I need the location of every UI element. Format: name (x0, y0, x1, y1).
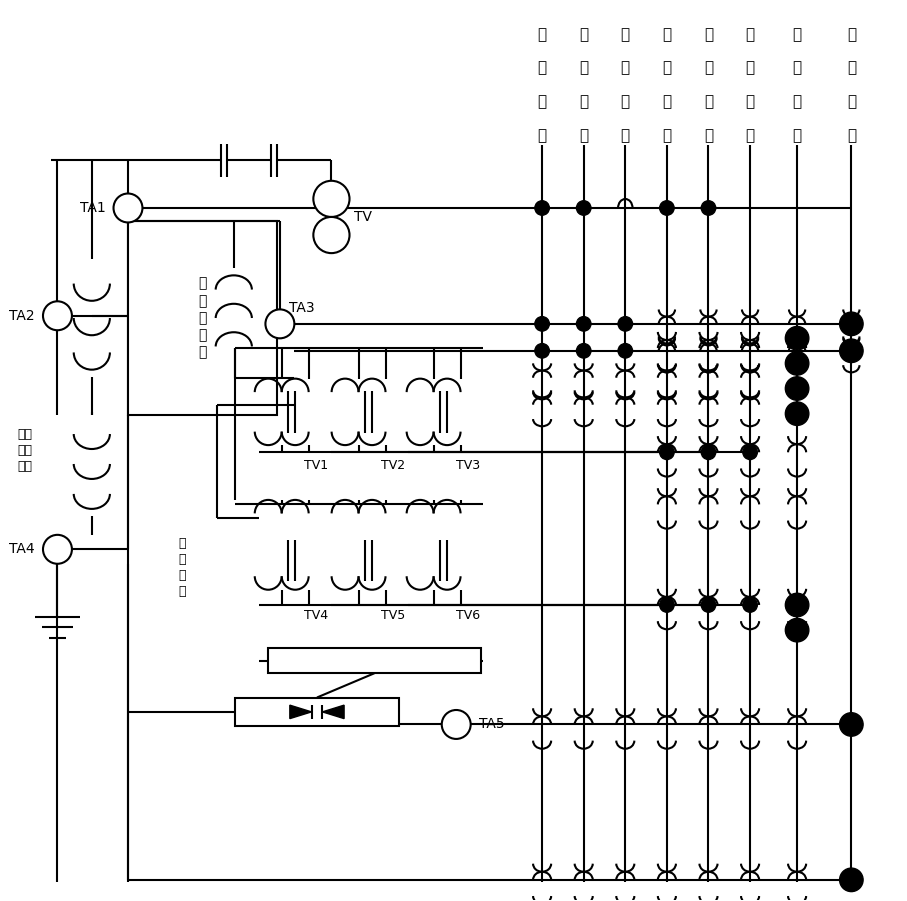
Text: 压: 压 (793, 60, 802, 76)
Text: TV2: TV2 (381, 460, 405, 472)
Text: 保: 保 (538, 95, 547, 110)
Text: 控
制
绕
组: 控 制 绕 组 (179, 537, 186, 597)
Text: 流: 流 (746, 60, 755, 76)
Ellipse shape (535, 201, 550, 215)
Text: 整流器: 整流器 (362, 654, 387, 668)
Ellipse shape (577, 201, 591, 215)
Text: 护: 护 (580, 128, 589, 142)
Text: 差: 差 (580, 60, 589, 76)
Text: TV4: TV4 (305, 609, 328, 623)
Text: TA4: TA4 (9, 542, 34, 556)
Text: TA1: TA1 (80, 201, 105, 215)
Text: 流: 流 (662, 60, 671, 76)
Ellipse shape (535, 343, 550, 358)
Text: 间: 间 (847, 27, 856, 42)
Ellipse shape (535, 316, 550, 331)
Text: 横: 横 (620, 27, 629, 42)
Text: 保: 保 (580, 95, 589, 110)
Text: 中性
点电
抗器: 中性 点电 抗器 (17, 428, 33, 473)
Ellipse shape (43, 535, 72, 564)
Ellipse shape (840, 312, 863, 335)
Text: 隙: 隙 (847, 60, 856, 76)
Text: 差: 差 (620, 60, 629, 76)
Ellipse shape (659, 201, 674, 215)
Text: 电: 电 (793, 27, 802, 42)
Text: 可
控
电
抗
器: 可 控 电 抗 器 (199, 277, 207, 359)
Ellipse shape (785, 618, 809, 642)
Bar (128, 222, 278, 414)
Text: 过: 过 (704, 95, 713, 110)
Ellipse shape (618, 316, 632, 331)
Ellipse shape (785, 326, 809, 350)
Text: 护: 护 (746, 128, 755, 142)
Text: 零: 零 (580, 27, 589, 42)
Text: 零: 零 (704, 27, 713, 42)
Ellipse shape (43, 301, 72, 331)
Ellipse shape (743, 597, 757, 612)
Ellipse shape (442, 710, 471, 739)
Ellipse shape (840, 713, 863, 736)
Ellipse shape (266, 309, 295, 338)
Text: 过: 过 (847, 95, 856, 110)
Ellipse shape (840, 339, 863, 362)
Polygon shape (322, 705, 344, 719)
Bar (268, 648, 481, 673)
Text: 保: 保 (620, 95, 629, 110)
Text: 动: 动 (793, 128, 802, 142)
Ellipse shape (785, 377, 809, 400)
Ellipse shape (743, 445, 757, 460)
Ellipse shape (659, 445, 674, 460)
Text: 流: 流 (704, 128, 713, 142)
Text: 保: 保 (662, 95, 671, 110)
Ellipse shape (701, 445, 716, 460)
Ellipse shape (840, 868, 863, 892)
Text: 过: 过 (746, 27, 755, 42)
Ellipse shape (113, 194, 142, 223)
Polygon shape (290, 705, 311, 719)
Text: TV6: TV6 (456, 609, 481, 623)
Text: 保: 保 (746, 95, 755, 110)
Ellipse shape (577, 343, 591, 358)
Ellipse shape (313, 181, 349, 217)
Text: 流: 流 (847, 128, 856, 142)
Text: TV1: TV1 (305, 460, 328, 472)
Text: 差: 差 (538, 27, 547, 42)
Text: TV: TV (354, 210, 372, 224)
Ellipse shape (701, 201, 716, 215)
Text: 动: 动 (538, 60, 547, 76)
Ellipse shape (577, 316, 591, 331)
Text: TV5: TV5 (381, 609, 405, 623)
Ellipse shape (785, 402, 809, 425)
Text: TV3: TV3 (456, 460, 481, 472)
Ellipse shape (313, 217, 349, 253)
Text: 护: 护 (662, 128, 671, 142)
Text: 护: 护 (538, 128, 547, 142)
Text: 序: 序 (704, 60, 713, 76)
Ellipse shape (785, 593, 809, 617)
Text: 护: 护 (620, 128, 629, 142)
Text: 过: 过 (662, 27, 671, 42)
Text: TA3: TA3 (289, 301, 315, 314)
Ellipse shape (618, 343, 632, 358)
Bar (235, 697, 399, 726)
Ellipse shape (659, 597, 674, 612)
Text: TA2: TA2 (9, 309, 34, 323)
Ellipse shape (701, 597, 716, 612)
Text: 差: 差 (793, 95, 802, 110)
Ellipse shape (785, 351, 809, 375)
Text: TA5: TA5 (479, 717, 504, 732)
